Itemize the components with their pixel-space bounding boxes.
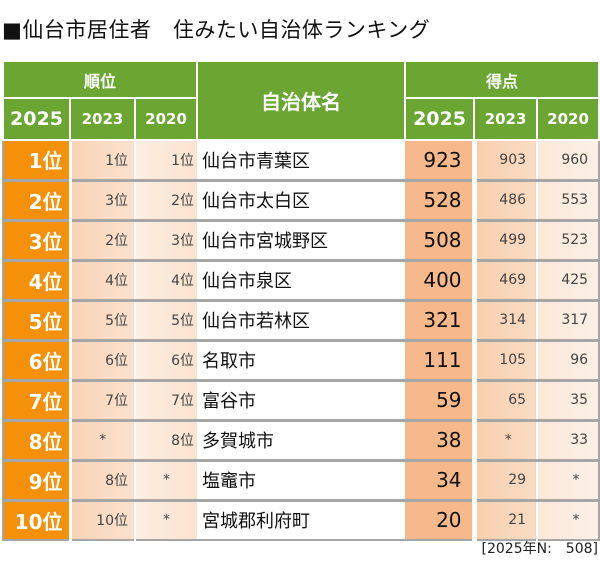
municipality-name-cell: 仙台市太白区: [197, 178, 406, 220]
score-2023-cell: 469: [474, 258, 539, 300]
score-2020-cell: 523: [537, 218, 600, 260]
municipality-name-cell: 仙台市青葉区: [197, 140, 406, 180]
table-row: 6位 6位 6位 名取市 111 105 96: [3, 338, 600, 380]
score-2025-cell: 321: [405, 298, 477, 340]
table-row: 3位 2位 3位 仙台市宮城野区 508 499 523: [3, 218, 600, 260]
municipality-name-cell: 名取市: [197, 338, 406, 380]
score-2025-cell: 59: [405, 378, 477, 420]
table-row: 4位 4位 4位 仙台市泉区 400 469 425: [3, 258, 600, 300]
score-2023-cell: 499: [474, 218, 539, 260]
municipality-name-cell: 仙台市若林区: [197, 298, 406, 340]
score-2025-header: 2025: [404, 97, 476, 141]
score-2020-cell: 425: [537, 258, 600, 300]
score-2023-cell: *: [474, 418, 539, 460]
page-title: ■仙台市居住者 住みたい自治体ランキング: [2, 18, 431, 42]
rank-2025-cell: 6位: [3, 338, 72, 380]
score-group-header: 得点: [404, 60, 600, 99]
rank-2025-cell: 9位: [3, 458, 72, 500]
rank-2020-cell: 8位: [135, 418, 198, 460]
score-2025-cell: 38: [405, 418, 477, 460]
score-2025-cell: 20: [405, 498, 477, 540]
rank-2020-cell: *: [135, 458, 198, 500]
rank-2025-cell: 3位: [3, 218, 72, 260]
municipality-name-cell: 多賀城市: [197, 418, 406, 460]
score-2023-cell: 314: [474, 298, 539, 340]
score-2020-cell: 317: [537, 298, 600, 340]
rank-2023-cell: 7位: [70, 378, 136, 420]
score-2020-cell: 35: [537, 378, 600, 420]
score-2025-cell: 528: [405, 178, 477, 220]
score-2023-cell: 486: [474, 178, 539, 220]
rank-2020-cell: *: [135, 498, 198, 540]
rank-2020-cell: 4位: [135, 258, 198, 300]
table-row: 1位 1位 1位 仙台市青葉区 923 903 960: [3, 140, 600, 180]
rank-2023-header: 2023: [69, 97, 136, 141]
score-2020-cell: 960: [537, 140, 600, 180]
rank-2023-cell: 3位: [70, 178, 136, 220]
rank-group-header: 順位: [1, 60, 199, 99]
table-row: 7位 7位 7位 富谷市 59 65 35: [3, 378, 600, 420]
rank-2025-cell: 7位: [3, 378, 72, 420]
rank-2020-cell: 6位: [135, 338, 198, 380]
table-row: 9位 8位 * 塩竈市 34 29 *: [3, 458, 600, 500]
rank-2020-cell: 5位: [135, 298, 198, 340]
municipality-name-cell: 宮城郡利府町: [197, 498, 406, 540]
rank-2025-cell: 8位: [3, 418, 72, 460]
rank-2023-cell: *: [70, 418, 136, 460]
rank-2025-cell: 4位: [3, 258, 72, 300]
rank-2025-cell: 2位: [3, 178, 72, 220]
score-2025-cell: 400: [405, 258, 477, 300]
rank-2023-cell: 6位: [70, 338, 136, 380]
score-2025-cell: 111: [405, 338, 477, 380]
score-2025-cell: 34: [405, 458, 477, 500]
rank-2025-header: 2025: [2, 97, 71, 141]
rank-2025-cell: 5位: [3, 298, 72, 340]
rank-2020-cell: 1位: [135, 140, 198, 180]
municipality-name-cell: 仙台市宮城野区: [197, 218, 406, 260]
score-2020-cell: 33: [537, 418, 600, 460]
ranking-body: 1位 1位 1位 仙台市青葉区 923 903 960 2位 3位 2位 仙台市太白区 528 486 5…: [3, 140, 600, 540]
rank-2020-cell: 3位: [135, 218, 198, 260]
sample-size-note: [2025年N: 508]: [481, 541, 598, 557]
municipality-name-header: 自治体名: [196, 60, 407, 141]
rank-2023-cell: 1位: [70, 140, 136, 180]
rank-2025-cell: 10位: [3, 498, 72, 540]
rank-2023-cell: 4位: [70, 258, 136, 300]
rank-2020-header: 2020: [133, 97, 199, 141]
score-2020-cell: 553: [537, 178, 600, 220]
header-row-group: 順位 自治体名 得点: [1, 60, 600, 141]
municipality-name-cell: 富谷市: [197, 378, 406, 420]
score-2023-cell: 903: [474, 140, 539, 180]
score-2020-cell: *: [537, 458, 600, 500]
municipality-name-cell: 塩竈市: [197, 458, 406, 500]
score-2023-cell: 105: [474, 338, 539, 380]
table-row: 2位 3位 2位 仙台市太白区 528 486 553: [3, 178, 600, 220]
table-row: 8位 * 8位 多賀城市 38 * 33: [3, 418, 600, 460]
rank-2023-cell: 10位: [70, 498, 136, 540]
rank-2020-cell: 7位: [135, 378, 198, 420]
table-row: 10位 10位 * 宮城郡利府町 20 21 *: [3, 498, 600, 540]
score-2020-cell: 96: [537, 338, 600, 380]
score-2020-cell: *: [537, 498, 600, 540]
score-2023-header: 2023: [473, 97, 539, 141]
score-2023-cell: 21: [474, 498, 539, 540]
rank-2023-cell: 8位: [70, 458, 136, 500]
score-2023-cell: 29: [474, 458, 539, 500]
rank-2023-cell: 5位: [70, 298, 136, 340]
rank-2023-cell: 2位: [70, 218, 136, 260]
ranking-table: 順位 自治体名 得点 2025 2023 2020 2025 2023 2020…: [1, 60, 600, 541]
score-2025-cell: 508: [405, 218, 477, 260]
score-2023-cell: 65: [474, 378, 539, 420]
rank-2020-cell: 2位: [135, 178, 198, 220]
score-2020-header: 2020: [536, 97, 600, 141]
score-2025-cell: 923: [405, 140, 477, 180]
table-row: 5位 5位 5位 仙台市若林区 321 314 317: [3, 298, 600, 340]
rank-2025-cell: 1位: [3, 140, 72, 180]
municipality-name-cell: 仙台市泉区: [197, 258, 406, 300]
header-row-years: 2025 2023 2020 2025 2023 2020: [2, 97, 600, 141]
